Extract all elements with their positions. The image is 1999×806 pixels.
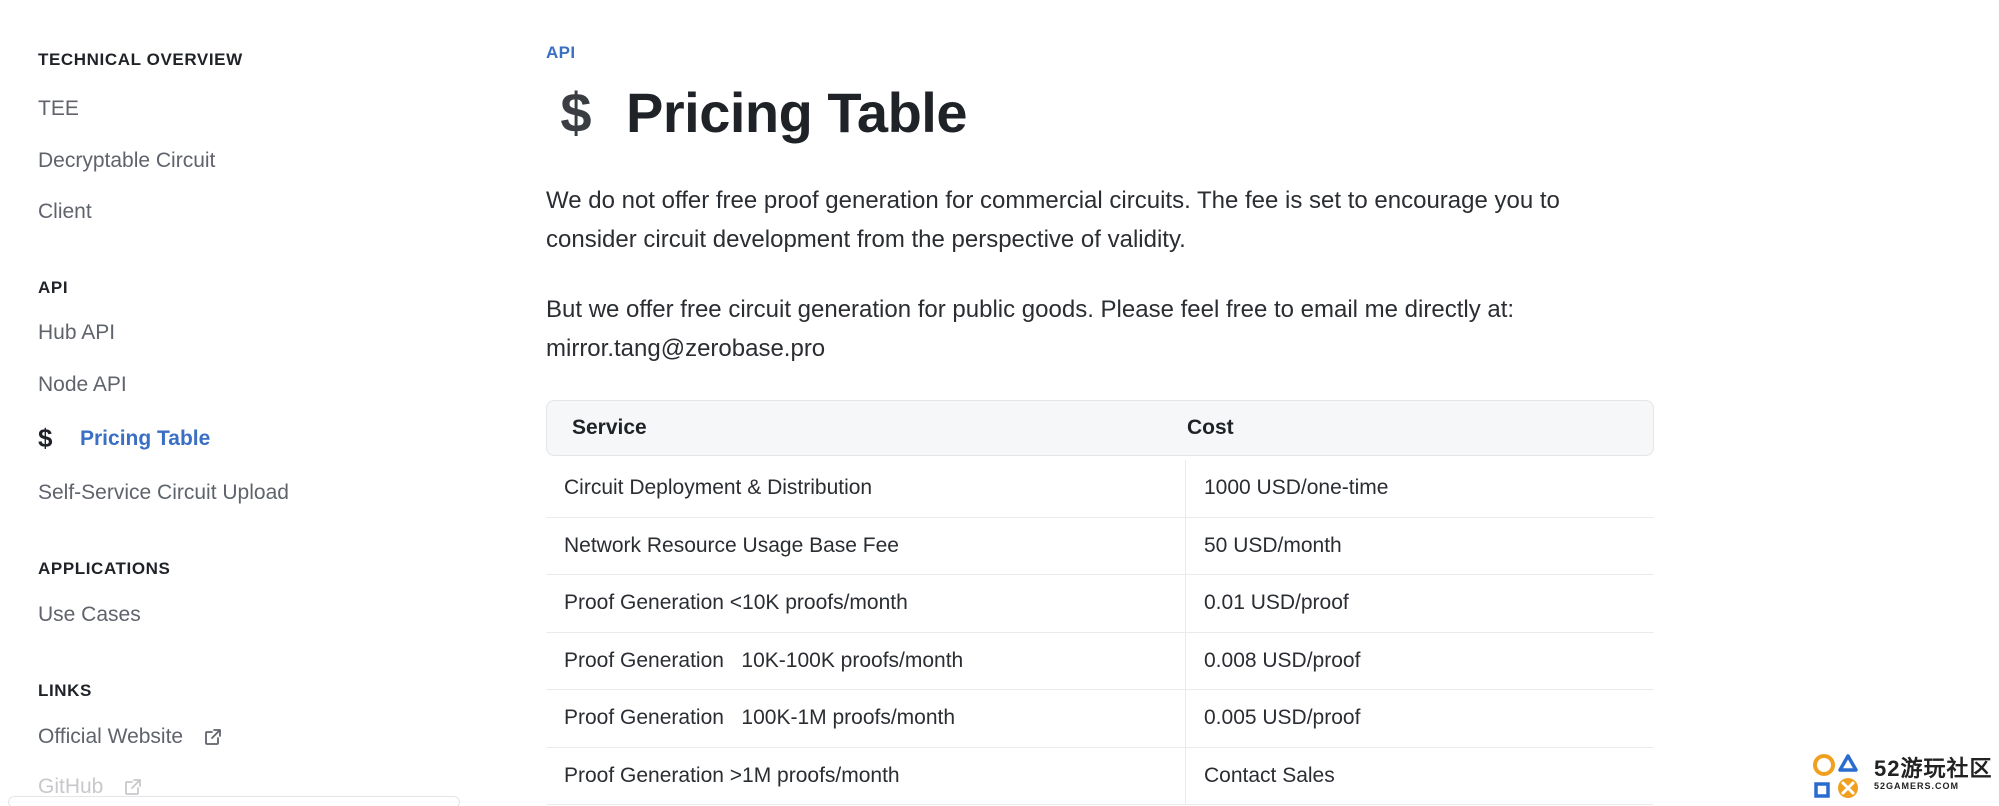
- sidebar-item-tee[interactable]: TEE: [38, 97, 79, 120]
- cost-cell: 0.008 USD/proof: [1204, 648, 1361, 672]
- sidebar-item-github[interactable]: GitHub: [38, 775, 143, 799]
- sidebar-item-label: GitHub: [38, 775, 104, 798]
- page-title: Pricing Table: [626, 81, 967, 144]
- dollar-icon: $: [38, 423, 53, 453]
- main-content: API $ Pricing Table We do not offer free…: [546, 0, 1656, 806]
- sidebar-item-decryptable-circuit[interactable]: Decryptable Circuit: [38, 149, 216, 172]
- service-cell: Proof Generation 100K-1M proofs/month: [546, 690, 1186, 747]
- table-row: Proof Generation >1M proofs/month Contac…: [546, 747, 1654, 805]
- table-row: Network Resource Usage Base Fee 50 USD/m…: [546, 517, 1654, 575]
- section-title-technical-overview: TECHNICAL OVERVIEW: [38, 50, 243, 69]
- table-row: Proof Generation <10K proofs/month 0.01 …: [546, 575, 1654, 633]
- external-link-icon: [205, 729, 222, 745]
- sidebar-item-pricing-table[interactable]: $ Pricing Table: [38, 423, 210, 454]
- sidebar-item-client[interactable]: Client: [38, 200, 92, 223]
- watermark-text: 52游玩社区 52GAMERS.COM: [1874, 756, 1993, 792]
- contact-paragraph: But we offer free circuit generation for…: [546, 296, 1515, 362]
- sidebar-item-self-service-circuit-upload[interactable]: Self-Service Circuit Upload: [38, 481, 289, 504]
- section-title-links: LINKS: [38, 681, 92, 700]
- cost-cell: Contact Sales: [1204, 763, 1335, 787]
- table-row: Proof Generation 10K-100K proofs/month 0…: [546, 632, 1654, 690]
- watermark-title: 52游玩社区: [1874, 756, 1993, 781]
- sidebar: TECHNICAL OVERVIEW TEE Decryptable Circu…: [0, 0, 470, 806]
- sidebar-item-use-cases[interactable]: Use Cases: [38, 603, 141, 626]
- page-header: $ Pricing Table: [546, 80, 967, 145]
- intro-paragraph: We do not offer free proof generation fo…: [546, 187, 1560, 253]
- table-row: Circuit Deployment & Distribution 1000 U…: [546, 460, 1654, 518]
- service-cell: Proof Generation 10K-100K proofs/month: [546, 632, 1186, 689]
- column-header-service: Service: [572, 416, 647, 439]
- cost-cell: 0.01 USD/proof: [1204, 591, 1349, 615]
- watermark-url: 52GAMERS.COM: [1874, 781, 1960, 791]
- watermark: 52游玩社区 52GAMERS.COM: [1810, 742, 1999, 806]
- pricing-table: Service Cost Circuit Deployment & Distri…: [546, 400, 1654, 805]
- section-title-applications: APPLICATIONS: [38, 559, 171, 578]
- service-cell: Circuit Deployment & Distribution: [546, 460, 1186, 517]
- sidebar-item-official-website[interactable]: Official Website: [38, 725, 223, 749]
- gamepad-buttons-logo-icon: [1813, 754, 1858, 798]
- dollar-icon: $: [560, 81, 592, 144]
- cost-cell: 50 USD/month: [1204, 533, 1342, 557]
- sidebar-footer-bar: [8, 796, 460, 806]
- service-cell: Network Resource Usage Base Fee: [546, 517, 1186, 574]
- table-body: Circuit Deployment & Distribution 1000 U…: [546, 460, 1654, 805]
- sidebar-item-hub-api[interactable]: Hub API: [38, 321, 116, 344]
- table-header: Service Cost: [546, 400, 1654, 456]
- sidebar-item-node-api[interactable]: Node API: [38, 373, 127, 396]
- sidebar-item-label: Pricing Table: [80, 426, 211, 450]
- cost-cell: 0.005 USD/proof: [1204, 706, 1361, 730]
- sidebar-item-label: Official Website: [38, 725, 184, 748]
- cost-cell: 1000 USD/one-time: [1204, 476, 1389, 500]
- column-header-cost: Cost: [1187, 416, 1234, 439]
- table-row: Proof Generation 100K-1M proofs/month 0.…: [546, 690, 1654, 748]
- service-cell: Proof Generation >1M proofs/month: [546, 747, 1186, 804]
- section-title-api: API: [38, 278, 69, 297]
- external-link-icon: [125, 779, 142, 795]
- breadcrumb[interactable]: API: [546, 43, 576, 62]
- service-cell: Proof Generation <10K proofs/month: [546, 575, 1186, 632]
